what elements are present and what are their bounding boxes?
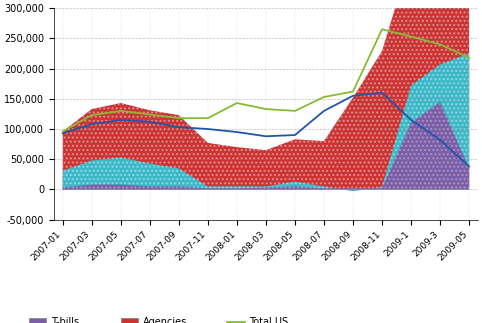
Legend: T-bills, LT treasuries, Agencies, All LT US assets, Total US: T-bills, LT treasuries, Agencies, All LT… xyxy=(25,313,293,323)
